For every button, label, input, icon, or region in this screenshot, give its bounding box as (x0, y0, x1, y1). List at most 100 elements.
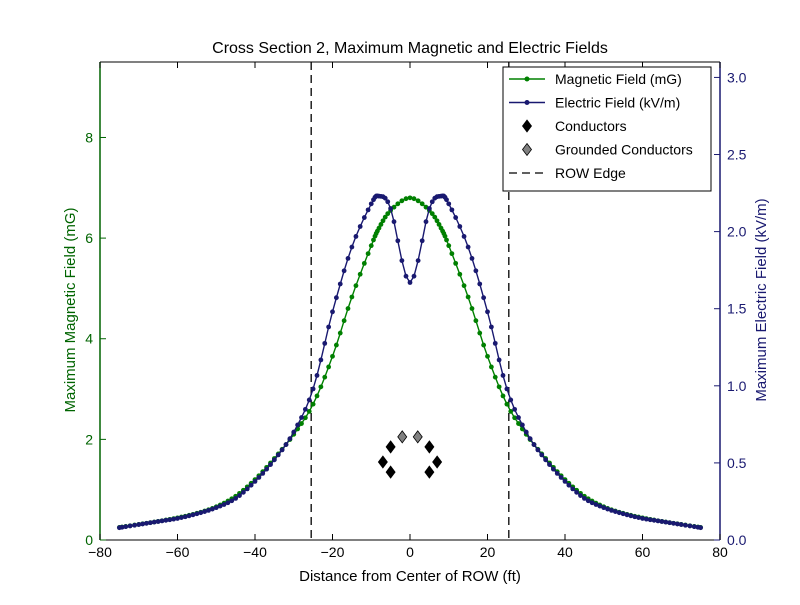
electric-field-point (190, 512, 196, 518)
magnetic-field-point (395, 201, 401, 207)
magnetic-field-point (516, 421, 521, 426)
electric-field-point (127, 523, 133, 529)
electric-field-point (683, 522, 688, 528)
conductor-marker (385, 440, 396, 454)
electric-field-point (647, 517, 653, 523)
electric-field-point (198, 510, 204, 516)
x-tick-label: −60 (166, 544, 190, 560)
electric-field-point (248, 482, 254, 488)
magnetic-field-point (485, 353, 490, 359)
magnetic-field-point (473, 318, 479, 324)
left-y-tick-label: 6 (85, 230, 93, 246)
electric-field-point (624, 512, 630, 518)
electric-field-point (310, 386, 316, 392)
magnetic-field-point (299, 421, 304, 426)
electric-field-point (616, 510, 622, 516)
electric-field-point (264, 466, 270, 472)
electric-field-point (601, 505, 607, 511)
magnetic-field-line (119, 197, 701, 529)
electric-field-point (395, 238, 401, 244)
electric-field-point (415, 258, 421, 263)
electric-field-point (659, 519, 665, 524)
electric-field-point (155, 519, 161, 524)
conductor-marker (385, 465, 396, 479)
electric-field-point (562, 479, 568, 484)
electric-field-point (175, 516, 180, 521)
magnetic-field-point (508, 409, 514, 414)
conductor-marker (424, 465, 435, 479)
electric-field-point (260, 471, 266, 476)
magnetic-field-point (415, 198, 421, 204)
electric-field-point (691, 524, 697, 530)
electric-field-point (488, 324, 494, 330)
electric-field-point (213, 505, 219, 511)
electric-field-point (523, 429, 529, 435)
electric-field-point (365, 207, 371, 213)
electric-field-point (585, 498, 591, 504)
electric-field-point (457, 224, 463, 229)
magnetic-field-point (442, 233, 448, 239)
magnetic-field-point (378, 222, 384, 227)
magnetic-field-point (333, 342, 339, 348)
electric-field-point (581, 495, 587, 501)
electric-field-point (151, 519, 157, 525)
electric-field-point (612, 509, 618, 514)
x-tick-label: −40 (243, 544, 267, 560)
magnetic-field-point (419, 201, 425, 207)
magnetic-field-point (411, 196, 417, 202)
electric-field-point (465, 244, 471, 250)
legend-label: Grounded Conductors (555, 142, 693, 158)
electric-field-point (485, 309, 490, 315)
conductor-marker (424, 440, 435, 454)
legend-label: ROW Edge (555, 165, 626, 181)
electric-field-point (481, 295, 487, 301)
electric-field-point (449, 207, 455, 213)
electric-field-point (527, 436, 533, 442)
right-y-tick-label: 3.0 (727, 69, 747, 85)
electric-field-point (643, 516, 649, 522)
magnetic-field-point (504, 401, 510, 407)
electric-field-point (671, 520, 676, 526)
electric-field-point (295, 422, 301, 428)
electric-field-point (667, 520, 673, 526)
legend-diamond-handle (522, 142, 532, 157)
magnetic-field-point (469, 306, 475, 311)
magnetic-field-point (492, 374, 498, 380)
legend-dot-handle (524, 76, 530, 82)
magnetic-field-point (345, 306, 351, 311)
electric-field-point (194, 511, 200, 517)
electric-field-point (531, 442, 537, 447)
magnetic-field-point (357, 271, 363, 277)
electric-field-point (330, 309, 335, 315)
electric-field-point (516, 415, 521, 420)
electric-field-point (283, 442, 289, 447)
left-y-tick-label: 2 (85, 431, 93, 447)
electric-field-point (500, 373, 506, 378)
left-y-tick-label: 0 (85, 532, 93, 548)
magnetic-field-point (371, 237, 376, 243)
left-y-tick-label: 8 (85, 129, 93, 145)
magnetic-field-point (477, 330, 483, 336)
legend-label: Magnetic Field (mG) (555, 71, 682, 87)
electric-field-point (609, 507, 614, 513)
electric-field-point (640, 516, 645, 521)
electric-field-point (333, 295, 339, 301)
electric-field-point (558, 475, 564, 480)
electric-field-point (361, 215, 367, 220)
electric-field-point (554, 471, 560, 476)
electric-field-point (233, 495, 239, 501)
magnetic-field-point (453, 260, 459, 266)
magnetic-field-point (432, 214, 438, 220)
electric-field-point (353, 234, 359, 239)
x-tick-label: 0 (406, 544, 414, 560)
electric-field-point (132, 522, 137, 528)
electric-field-point (268, 462, 273, 468)
electric-field-point (385, 199, 391, 205)
electric-field-point (206, 507, 211, 513)
legend-box (502, 66, 712, 192)
electric-field-point (628, 513, 634, 519)
electric-field-point (287, 436, 293, 442)
electric-field-point (256, 475, 262, 480)
electric-field-point (574, 489, 580, 495)
electric-field-point (178, 515, 184, 521)
